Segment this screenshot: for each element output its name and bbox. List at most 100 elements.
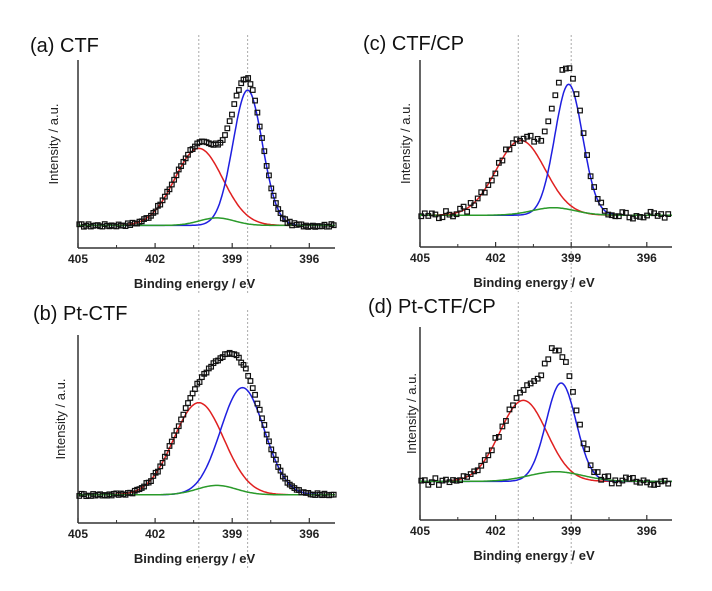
data-point [612, 213, 619, 220]
data-point [256, 406, 263, 413]
data-point [587, 173, 594, 180]
data-point [471, 202, 478, 209]
data-point [545, 356, 552, 363]
data-point [439, 214, 446, 221]
data-point [658, 478, 665, 485]
data-point [647, 481, 654, 488]
x-axis-label: Binding energy / eV [134, 276, 256, 291]
data-point [249, 87, 256, 93]
data-point [573, 407, 580, 414]
fit-curve-fit-2 [420, 382, 672, 483]
data-point [633, 213, 640, 219]
data-point [155, 468, 161, 475]
data-point [630, 474, 636, 481]
data-point [436, 215, 442, 222]
x-tick-label: 399 [222, 252, 242, 266]
data-point [513, 395, 520, 401]
fit-curve-fit-2 [420, 83, 672, 216]
data-point [152, 208, 159, 215]
data-point [421, 477, 428, 484]
x-tick-label: 402 [145, 527, 165, 541]
data-point [591, 469, 598, 476]
x-tick-label: 396 [299, 527, 319, 541]
data-point [245, 372, 252, 379]
data-point [665, 211, 672, 217]
data-point [460, 473, 467, 480]
x-tick-label: 405 [410, 251, 430, 265]
data-point [263, 431, 270, 438]
data-point [555, 347, 562, 354]
data-point [164, 450, 171, 456]
data-point [432, 211, 439, 218]
data-point [598, 199, 605, 206]
data-point [254, 400, 261, 407]
data-point [266, 438, 272, 445]
data-point [182, 405, 189, 411]
data-point [510, 140, 516, 147]
data-point [608, 480, 615, 487]
data-point [541, 360, 548, 367]
data-point [622, 209, 629, 216]
data-point [563, 359, 569, 365]
data-point [263, 163, 270, 169]
data-point [633, 478, 640, 485]
panel-a: (a) CTF 405 402 399 396 Binding energy / eV In… [30, 35, 337, 293]
data-point [506, 406, 513, 413]
data-point [619, 209, 626, 216]
panel-b: (b) Pt-CTF 405 402 399 396 Binding energy / e… [33, 303, 337, 568]
data-point [436, 482, 442, 488]
data-point [584, 152, 590, 158]
data-point [647, 208, 654, 215]
x-tick-label: 399 [561, 524, 581, 538]
x-tick-label: 402 [145, 252, 165, 266]
data-point [492, 434, 499, 441]
data-point [577, 421, 583, 428]
data-point [272, 200, 279, 206]
data-point [608, 212, 615, 219]
data-point [485, 452, 492, 459]
y-axis-label: Intensity / a.u. [53, 379, 68, 460]
data-point [268, 185, 275, 192]
data-point [541, 128, 548, 135]
data-point [626, 214, 633, 221]
data-point [443, 208, 449, 214]
data-point [439, 477, 446, 484]
data-point [180, 411, 187, 418]
data-point [235, 87, 242, 93]
data-point [478, 462, 485, 469]
y-axis-label: Intensity / a.u. [398, 103, 413, 184]
data-point [573, 91, 580, 98]
data-point [252, 391, 258, 398]
data-point [256, 123, 263, 130]
data-point [538, 137, 545, 144]
data-point [229, 111, 235, 118]
data-point [615, 480, 622, 487]
data-point [252, 97, 258, 104]
x-tick-label: 402 [486, 251, 506, 265]
data-point [249, 385, 256, 391]
data-point [626, 475, 633, 482]
data-point [651, 482, 658, 488]
data-point [492, 170, 499, 177]
data-point [277, 467, 284, 474]
x-tick-label: 399 [561, 251, 581, 265]
data-point [428, 479, 435, 486]
panel-title: (d) Pt-CTF/CP [368, 296, 496, 318]
data-point [222, 132, 228, 138]
data-point [566, 373, 573, 380]
data-point [259, 135, 265, 141]
data-point [277, 210, 284, 216]
data-point [555, 79, 562, 86]
data-point [594, 196, 601, 202]
data-point [185, 400, 191, 406]
panel-title: (b) Pt-CTF [33, 303, 127, 325]
data-point [559, 66, 566, 73]
data-point [192, 386, 198, 393]
panel-d: (d) Pt-CTF/CP 405 402 399 396 Binding energy … [368, 296, 672, 565]
panel-title: (c) CTF/CP [363, 33, 464, 55]
data-point [254, 109, 261, 116]
data-point [245, 75, 252, 81]
data-point [499, 157, 506, 164]
data-point [591, 184, 598, 190]
data-point [168, 438, 175, 445]
